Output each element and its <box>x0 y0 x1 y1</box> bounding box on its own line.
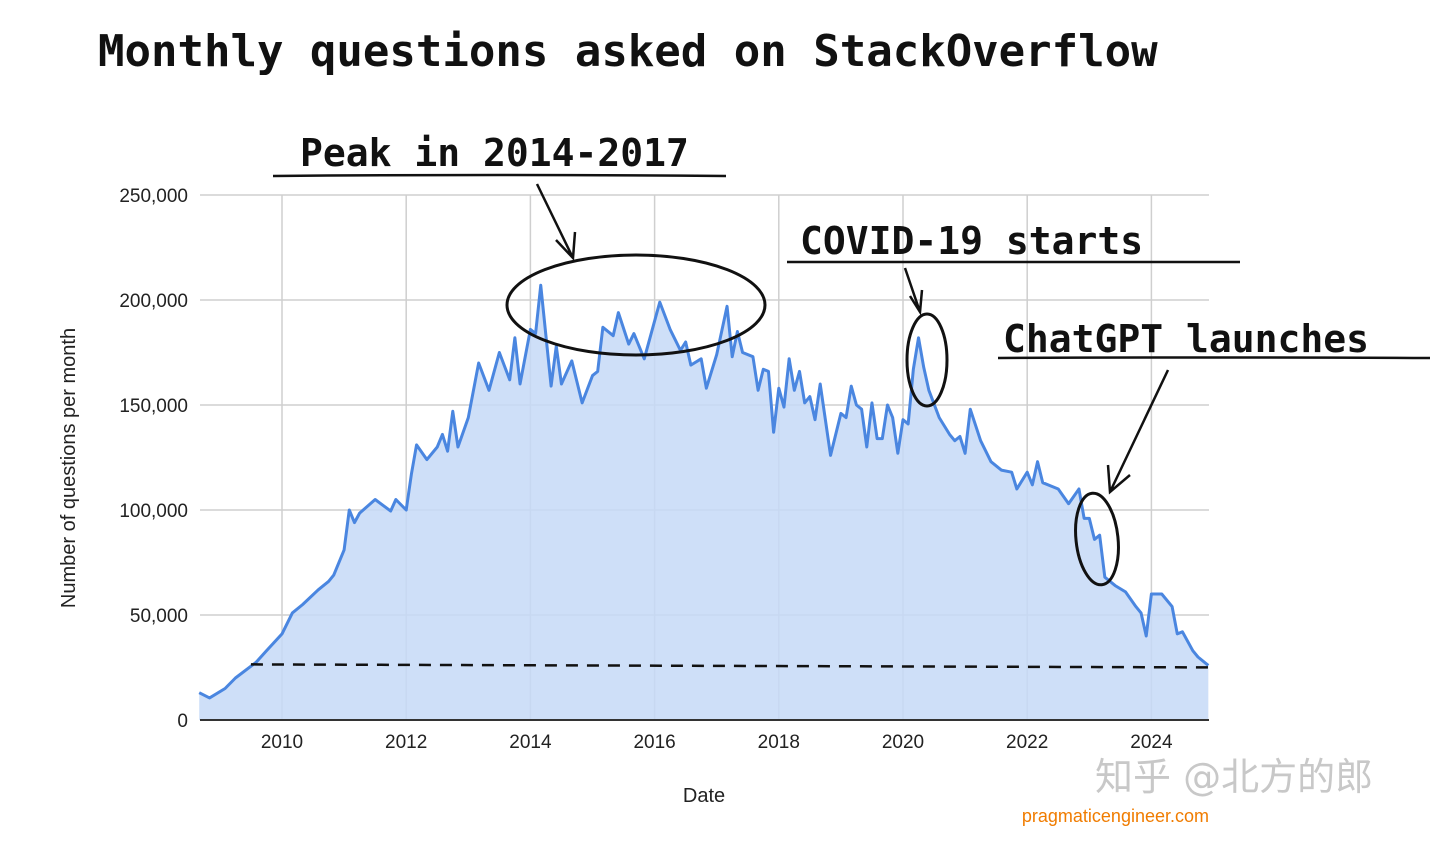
annotation-chatgpt-arrow-icon <box>1106 369 1170 495</box>
annotation-chatgpt: ChatGPT launches <box>1003 317 1369 361</box>
y-tick-label: 50,000 <box>130 606 188 627</box>
annotation-chatgpt-underline <box>997 356 1431 360</box>
x-tick-label: 2020 <box>882 732 924 753</box>
annotation-covid-underline <box>786 260 1241 264</box>
y-tick-label: 150,000 <box>119 396 188 417</box>
y-tick-label: 100,000 <box>119 501 188 522</box>
y-axis-title: Number of questions per month <box>58 328 80 608</box>
annotation-covid-circle <box>905 312 949 408</box>
annotation-covid: COVID-19 starts <box>800 219 1143 263</box>
watermark: 知乎 @北方的郎 <box>1095 755 1373 799</box>
x-tick-label: 2022 <box>1006 732 1048 753</box>
x-tick-label: 2016 <box>633 732 675 753</box>
x-tick-labels: 2010 2012 2014 2016 2018 2020 2022 2024 <box>261 732 1173 753</box>
x-axis-title: Date <box>683 785 725 807</box>
annotation-covid-arrow-icon <box>903 267 924 316</box>
x-tick-label: 2014 <box>509 732 552 753</box>
y-tick-labels: 0 50,000 100,000 150,000 200,000 250,000 <box>119 186 188 732</box>
y-tick-label: 200,000 <box>119 291 188 312</box>
x-tick-label: 2012 <box>385 732 427 753</box>
annotation-peak-circle <box>505 253 767 357</box>
series-area <box>199 285 1209 720</box>
x-tick-label: 2010 <box>261 732 303 753</box>
annotation-peak: Peak in 2014-2017 <box>300 131 689 175</box>
x-tick-label: 2018 <box>758 732 800 753</box>
chart-title: Monthly questions asked on StackOverflow <box>98 26 1158 77</box>
annotation-peak-arrow-icon <box>535 183 577 261</box>
data-points <box>199 285 1209 699</box>
y-tick-label: 250,000 <box>119 186 188 207</box>
annotation-chatgpt-circle <box>1074 491 1120 587</box>
annotation-peak-underline <box>272 173 727 178</box>
x-tick-label: 2024 <box>1130 732 1173 753</box>
y-tick-label: 0 <box>177 711 188 732</box>
source-credit: pragmaticengineer.com <box>1022 806 1209 826</box>
